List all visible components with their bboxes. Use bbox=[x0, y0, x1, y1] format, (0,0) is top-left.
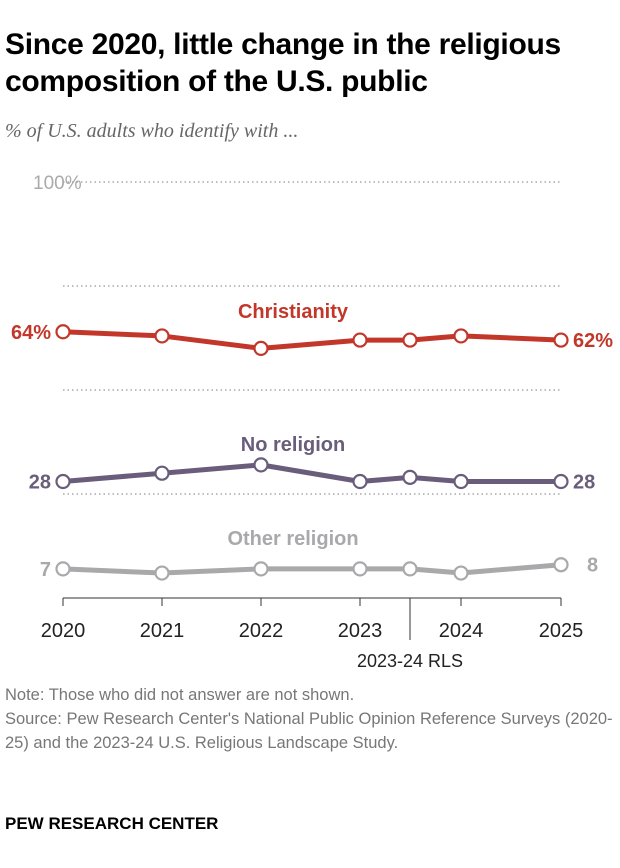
data-point bbox=[553, 557, 569, 573]
data-point bbox=[402, 561, 418, 577]
data-point bbox=[352, 561, 368, 577]
data-point bbox=[253, 340, 269, 356]
data-point bbox=[55, 324, 71, 340]
data-point bbox=[453, 473, 469, 490]
series-line-other-religion bbox=[62, 562, 562, 576]
chart-subtitle: % of U.S. adults who identify with ... bbox=[5, 120, 299, 142]
data-point bbox=[154, 565, 170, 581]
series-label: No religion bbox=[241, 434, 345, 456]
data-point bbox=[453, 328, 469, 344]
x-tick-label: 2022 bbox=[239, 620, 284, 642]
source-text: Source: Pew Research Center's National P… bbox=[5, 710, 613, 752]
data-point bbox=[55, 473, 71, 490]
brand-logo: PEW RESEARCH CENTER bbox=[5, 814, 219, 833]
x-tick-label: 2020 bbox=[41, 620, 86, 642]
chart-title: Since 2020, little change in the religio… bbox=[5, 28, 561, 98]
data-point bbox=[154, 328, 170, 344]
series-line-christianity bbox=[62, 329, 562, 351]
data-point bbox=[553, 332, 569, 348]
series-label: Christianity bbox=[238, 301, 349, 323]
x-tick-label: 2021 bbox=[140, 620, 185, 642]
rls-label: 2023-24 RLS bbox=[357, 651, 463, 671]
line-chart: 100% 2020 2021 2022 2023 2024 2025 2023-24 RLS 6… bbox=[11, 173, 613, 671]
series-line-no-religion bbox=[62, 462, 561, 485]
start-label: 64% bbox=[11, 322, 51, 344]
end-label: 28 bbox=[573, 472, 595, 494]
data-point bbox=[154, 465, 170, 481]
x-tick-label: 2024 bbox=[439, 620, 484, 642]
notes: Note: Those who did not answer are not s… bbox=[5, 683, 615, 755]
y-tick-label: 100% bbox=[33, 173, 82, 194]
start-label: 7 bbox=[40, 559, 51, 581]
start-label: 28 bbox=[29, 472, 51, 494]
data-point bbox=[553, 473, 569, 490]
data-point bbox=[253, 561, 269, 577]
end-label: 8 bbox=[587, 555, 598, 577]
x-tick-label: 2025 bbox=[539, 620, 584, 642]
series-label: Other religion bbox=[227, 528, 358, 550]
note-text: Note: Those who did not answer are not s… bbox=[5, 686, 355, 704]
data-point bbox=[352, 332, 368, 348]
data-point bbox=[253, 457, 269, 473]
data-point bbox=[453, 565, 469, 581]
end-label: 62% bbox=[573, 330, 613, 352]
data-point bbox=[352, 473, 368, 490]
data-point bbox=[55, 561, 71, 577]
data-point bbox=[402, 332, 418, 348]
x-tick-label: 2023 bbox=[338, 620, 383, 642]
data-point bbox=[402, 469, 418, 485]
